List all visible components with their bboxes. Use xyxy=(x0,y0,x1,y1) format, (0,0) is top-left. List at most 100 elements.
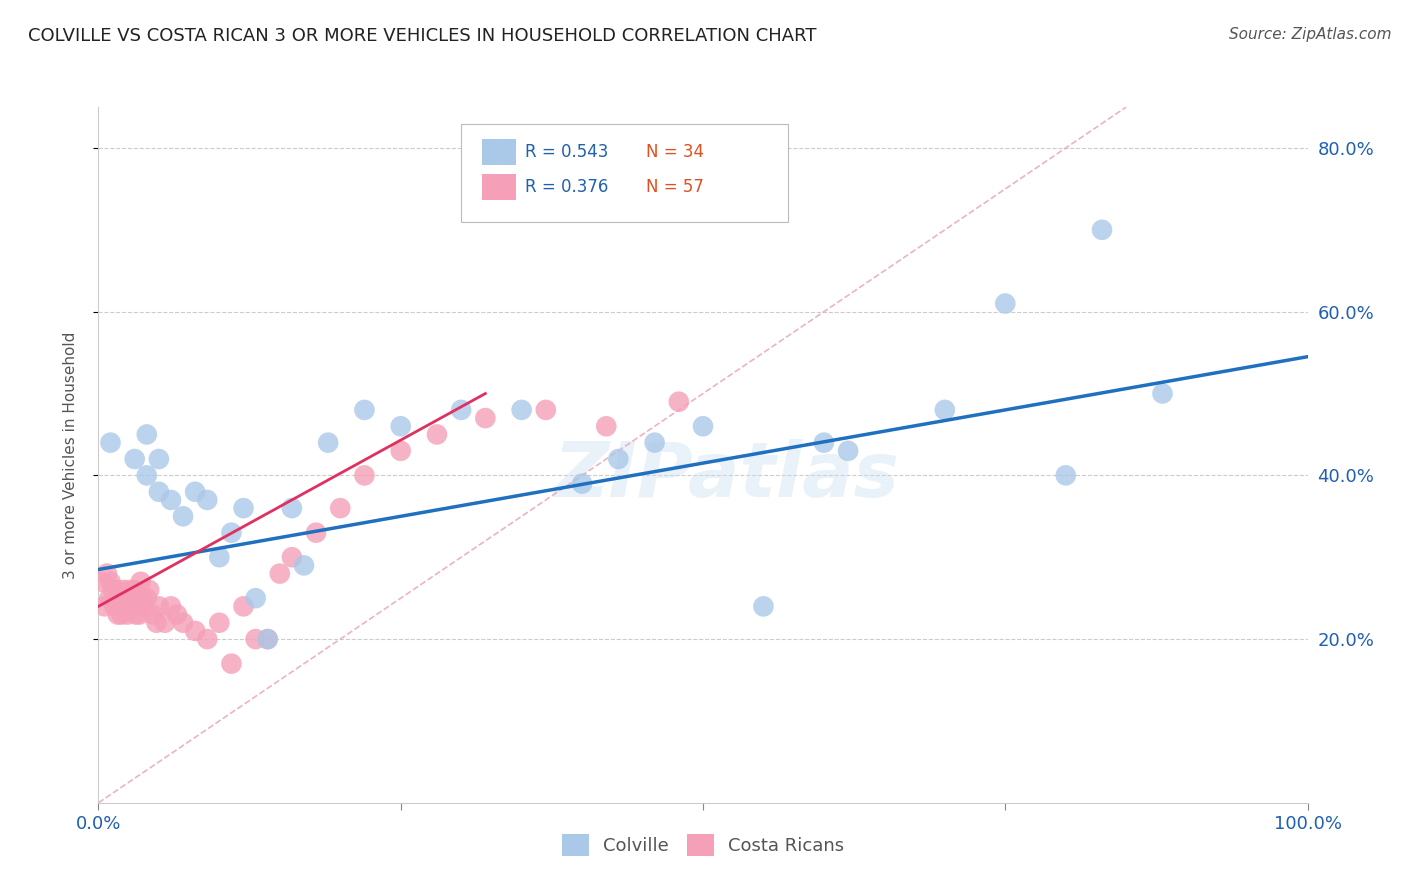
Point xyxy=(534,403,557,417)
Point xyxy=(426,427,449,442)
Point xyxy=(111,591,134,606)
Point xyxy=(184,484,207,499)
Point xyxy=(595,419,617,434)
Point xyxy=(104,591,127,606)
Point xyxy=(138,582,160,597)
Point xyxy=(184,624,207,638)
Point xyxy=(118,582,141,597)
Point xyxy=(510,403,533,417)
Point xyxy=(131,591,153,606)
Point xyxy=(1091,223,1114,237)
Point xyxy=(142,607,165,622)
Point xyxy=(108,591,131,606)
Point xyxy=(353,468,375,483)
Point xyxy=(100,574,122,589)
Point xyxy=(232,501,254,516)
Point xyxy=(221,657,243,671)
Point xyxy=(148,599,170,614)
Point xyxy=(105,582,128,597)
Point xyxy=(934,403,956,417)
Point xyxy=(353,403,375,417)
Point xyxy=(120,591,142,606)
Point xyxy=(135,591,157,606)
Point xyxy=(813,435,835,450)
Point xyxy=(1152,386,1174,401)
Point xyxy=(269,566,291,581)
Point xyxy=(145,615,167,630)
Point xyxy=(644,435,666,450)
Point xyxy=(692,419,714,434)
Point xyxy=(121,599,143,614)
Point xyxy=(208,550,231,565)
Y-axis label: 3 or more Vehicles in Household: 3 or more Vehicles in Household xyxy=(63,331,77,579)
Point xyxy=(125,607,148,622)
Point xyxy=(245,591,267,606)
Point xyxy=(389,419,412,434)
Text: R = 0.376: R = 0.376 xyxy=(526,178,609,196)
Point xyxy=(110,607,132,622)
Point xyxy=(114,599,136,614)
FancyBboxPatch shape xyxy=(482,139,516,166)
Point xyxy=(994,296,1017,310)
Point xyxy=(305,525,328,540)
Point xyxy=(91,574,114,589)
Point xyxy=(108,599,131,614)
Point xyxy=(256,632,278,646)
Point xyxy=(129,574,152,589)
Point xyxy=(124,452,146,467)
Text: COLVILLE VS COSTA RICAN 3 OR MORE VEHICLES IN HOUSEHOLD CORRELATION CHART: COLVILLE VS COSTA RICAN 3 OR MORE VEHICL… xyxy=(28,27,817,45)
Legend: Colville, Costa Ricans: Colville, Costa Ricans xyxy=(554,827,852,863)
Point xyxy=(153,615,176,630)
Point xyxy=(148,484,170,499)
Point xyxy=(389,443,412,458)
Point xyxy=(96,566,118,581)
Point xyxy=(127,599,149,614)
Point xyxy=(292,558,315,573)
Text: Source: ZipAtlas.com: Source: ZipAtlas.com xyxy=(1229,27,1392,42)
Point xyxy=(134,599,156,614)
Text: R = 0.543: R = 0.543 xyxy=(526,144,609,161)
Point xyxy=(607,452,630,467)
Point xyxy=(98,591,121,606)
Point xyxy=(172,615,194,630)
Point xyxy=(107,607,129,622)
Point xyxy=(474,411,496,425)
Point xyxy=(112,582,135,597)
Text: ZIPatlas: ZIPatlas xyxy=(554,439,900,513)
Point xyxy=(668,394,690,409)
FancyBboxPatch shape xyxy=(461,124,787,222)
Point xyxy=(208,615,231,630)
Point xyxy=(115,591,138,606)
Point xyxy=(118,599,141,614)
Text: N = 57: N = 57 xyxy=(647,178,704,196)
Point xyxy=(316,435,339,450)
Point xyxy=(221,525,243,540)
Text: N = 34: N = 34 xyxy=(647,144,704,161)
Point xyxy=(752,599,775,614)
Point xyxy=(172,509,194,524)
Point xyxy=(148,452,170,467)
Point xyxy=(166,607,188,622)
Point xyxy=(135,468,157,483)
Point xyxy=(117,607,139,622)
Point xyxy=(100,435,122,450)
Point xyxy=(195,632,218,646)
Point xyxy=(93,599,115,614)
Point xyxy=(195,492,218,507)
Point xyxy=(127,591,149,606)
Point xyxy=(256,632,278,646)
Point xyxy=(245,632,267,646)
Point xyxy=(128,607,150,622)
Point xyxy=(281,550,304,565)
Point xyxy=(103,599,125,614)
Point xyxy=(160,492,183,507)
Point xyxy=(329,501,352,516)
Point xyxy=(837,443,859,458)
Point xyxy=(1054,468,1077,483)
Point xyxy=(281,501,304,516)
Point xyxy=(160,599,183,614)
Point xyxy=(571,476,593,491)
Point xyxy=(450,403,472,417)
Point xyxy=(124,582,146,597)
Point xyxy=(232,599,254,614)
